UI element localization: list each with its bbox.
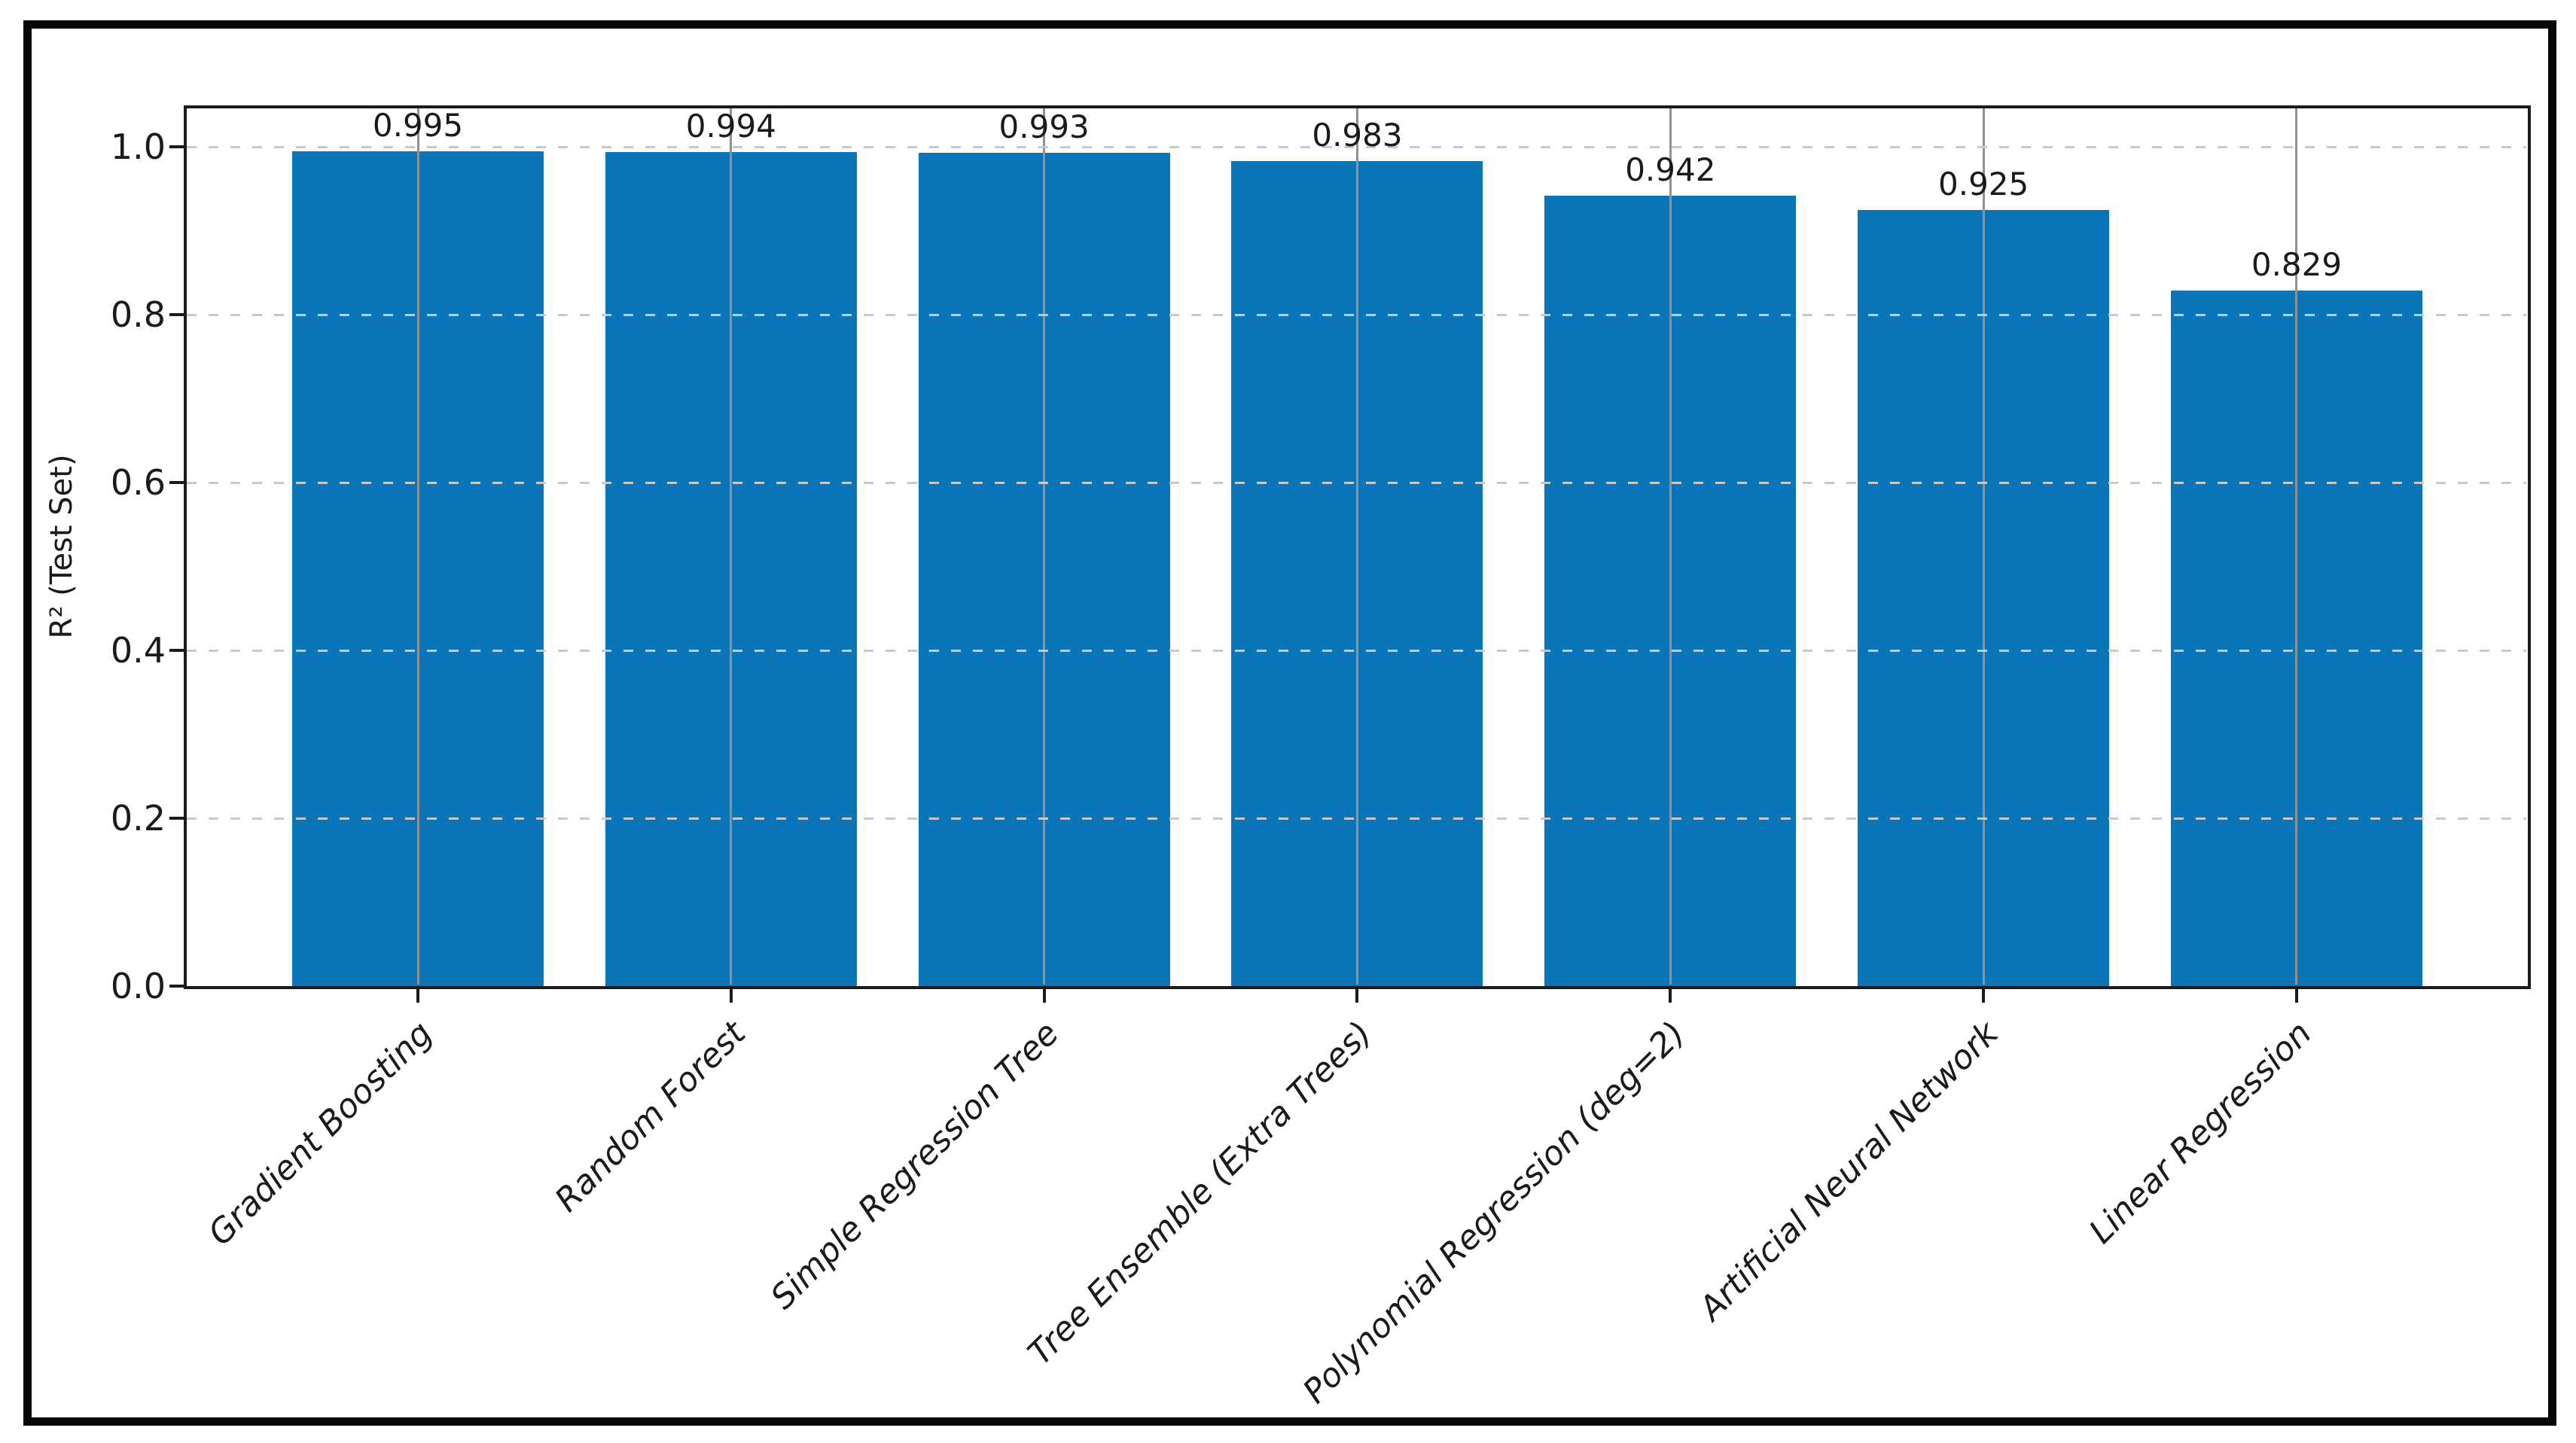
y-tick-mark: [169, 649, 184, 652]
x-tick-label: Gradient Boosting: [201, 1014, 441, 1253]
y-tick-label: 0.0: [110, 966, 166, 1006]
y-tick-mark: [169, 313, 184, 316]
vertical-gridline: [730, 108, 733, 985]
x-tick-mark: [1669, 988, 1672, 1003]
x-tick-mark: [1355, 988, 1359, 1003]
y-tick-label: 0.2: [110, 798, 166, 839]
bar-value-label: 0.829: [2251, 245, 2343, 283]
x-tick-label: Polynomial Regression (deg=2): [1295, 1014, 1693, 1411]
x-tick-label: Random Forest: [547, 1014, 754, 1220]
bar-value-label: 0.942: [1625, 151, 1716, 188]
x-tick-label: Linear Regression: [2081, 1014, 2319, 1252]
horizontal-gridline: [187, 145, 2526, 148]
x-tick-mark: [1042, 988, 1046, 1003]
vertical-gridline: [2295, 108, 2298, 985]
vertical-gridline: [1355, 108, 1358, 985]
x-tick-label: Tree Ensemble (Extra Trees): [1020, 1014, 1379, 1373]
y-tick-label: 0.6: [110, 462, 166, 503]
vertical-gridline: [1669, 108, 1672, 985]
y-tick-mark: [169, 481, 184, 484]
x-tick-label: Artificial Neural Network: [1691, 1014, 2006, 1329]
vertical-gridline: [1043, 108, 1046, 985]
vertical-gridline: [1982, 108, 1985, 985]
x-tick-mark: [2294, 988, 2298, 1003]
bar-value-label: 0.995: [372, 106, 464, 144]
x-tick-mark: [729, 988, 733, 1003]
y-tick-mark: [169, 145, 184, 148]
y-tick-mark: [169, 985, 184, 988]
bar-value-label: 0.994: [685, 107, 776, 145]
vertical-gridline: [416, 108, 419, 985]
bar-value-label: 0.925: [1938, 165, 2029, 202]
horizontal-gridline: [187, 313, 2526, 316]
y-tick-mark: [169, 817, 184, 820]
horizontal-gridline: [187, 649, 2526, 652]
x-tick-mark: [1982, 988, 1986, 1003]
x-tick-label: Simple Regression Tree: [764, 1014, 1067, 1317]
y-tick-label: 0.4: [110, 630, 166, 671]
y-tick-label: 1.0: [110, 126, 166, 167]
bar-value-label: 0.993: [998, 108, 1090, 145]
x-tick-mark: [416, 988, 419, 1003]
y-tick-label: 0.8: [110, 294, 166, 335]
bar-value-label: 0.983: [1312, 116, 1403, 154]
horizontal-gridline: [187, 481, 2526, 484]
horizontal-gridline: [187, 817, 2526, 820]
